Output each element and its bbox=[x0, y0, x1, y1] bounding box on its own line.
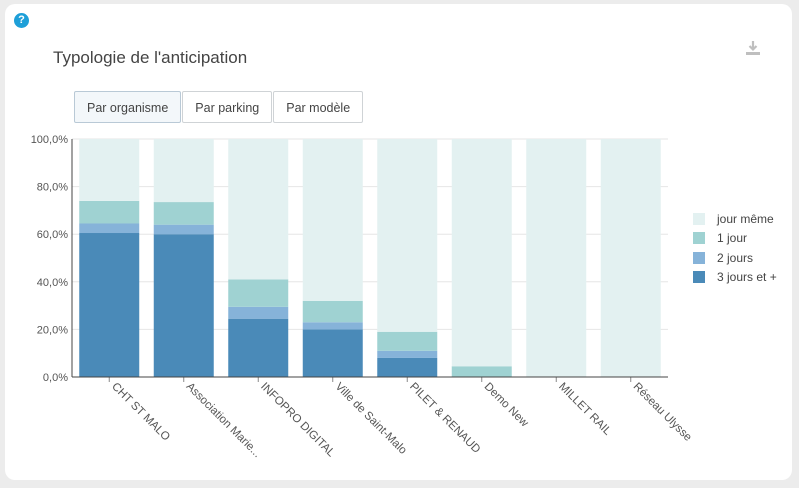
bar-segment bbox=[451, 366, 512, 377]
bar-segment bbox=[228, 139, 289, 280]
bar-segment bbox=[79, 223, 140, 234]
bar-segment bbox=[153, 202, 214, 225]
y-tick-label: 40,0% bbox=[37, 277, 68, 289]
bar-segment bbox=[228, 306, 289, 319]
bar-segment bbox=[302, 329, 363, 377]
x-tick-label: Réseau Ulysse bbox=[631, 381, 694, 444]
bar-segment bbox=[302, 300, 363, 323]
bar-segment bbox=[302, 322, 363, 330]
bar-segment bbox=[153, 139, 214, 203]
legend-label: jour même bbox=[717, 211, 774, 226]
tab-par-organisme[interactable]: Par organisme bbox=[74, 91, 182, 123]
view-tabs: Par organisme Par parking Par modèle bbox=[74, 91, 364, 123]
bar-segment bbox=[153, 234, 214, 377]
download-icon[interactable] bbox=[745, 40, 761, 56]
bar-segment bbox=[302, 139, 363, 301]
bar-segment bbox=[600, 139, 661, 377]
x-tick-label: PILET & RENAUD bbox=[407, 381, 482, 456]
bar-segment bbox=[228, 279, 289, 307]
bar-segment bbox=[377, 350, 438, 358]
tab-par-parking[interactable]: Par parking bbox=[182, 91, 273, 123]
legend-label: 3 jours et + bbox=[717, 270, 777, 285]
bar-segment bbox=[377, 139, 438, 332]
legend-label: 1 jour bbox=[717, 231, 748, 246]
x-tick-label: Association Marie... bbox=[184, 381, 263, 460]
legend-swatch bbox=[693, 232, 705, 245]
y-tick-label: 100,0% bbox=[31, 134, 69, 146]
y-tick-label: 0,0% bbox=[43, 372, 68, 384]
x-tick-label: CHT ST MALO bbox=[109, 381, 172, 444]
legend-item[interactable]: 1 jour bbox=[693, 229, 777, 249]
bar-segment bbox=[377, 357, 438, 377]
bar-segment bbox=[79, 139, 140, 201]
bar-segment bbox=[79, 200, 140, 224]
bar-segment bbox=[451, 139, 512, 367]
y-tick-label: 60,0% bbox=[37, 229, 68, 241]
bar-segment bbox=[79, 233, 140, 377]
question-circle-icon[interactable]: ? bbox=[14, 13, 29, 28]
y-tick-label: 20,0% bbox=[37, 324, 68, 336]
legend-item[interactable]: 2 jours bbox=[693, 248, 777, 268]
x-tick-label: MILLET RAIL bbox=[556, 381, 614, 439]
legend-swatch bbox=[693, 271, 705, 284]
tab-par-modele[interactable]: Par modèle bbox=[273, 91, 364, 123]
legend-label: 2 jours bbox=[717, 250, 754, 265]
legend-swatch bbox=[693, 251, 705, 264]
legend-swatch bbox=[693, 212, 705, 225]
legend-item[interactable]: 3 jours et + bbox=[693, 268, 777, 288]
x-tick-label: INFOPRO DIGITAL bbox=[258, 381, 337, 460]
bar-segment bbox=[228, 318, 289, 377]
x-tick-label: Demo New bbox=[482, 381, 531, 430]
bar-segment bbox=[377, 331, 438, 351]
chart-title: Typologie de l'anticipation bbox=[53, 48, 248, 67]
chart-legend: jour même 1 jour 2 jours 3 jours et + bbox=[693, 209, 777, 287]
bar-segment bbox=[526, 139, 587, 377]
y-tick-label: 80,0% bbox=[37, 182, 68, 194]
x-tick-label: Ville de Saint-Malo bbox=[333, 381, 409, 457]
bar-segment bbox=[153, 224, 214, 235]
legend-item[interactable]: jour même bbox=[693, 209, 777, 229]
